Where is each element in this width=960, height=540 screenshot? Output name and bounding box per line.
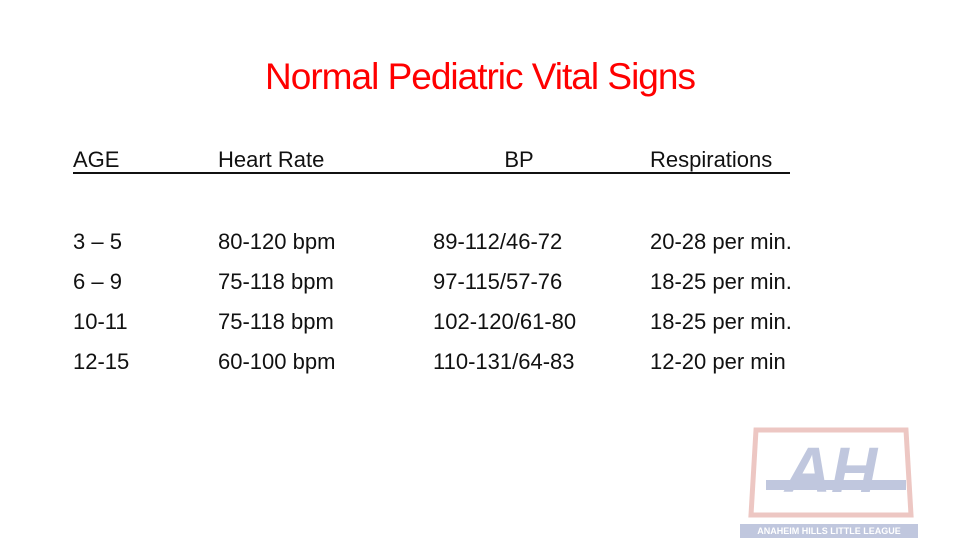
table-cell: 97-115/57-76 xyxy=(433,269,563,294)
table-cell: 110-131/64-83 xyxy=(433,349,575,374)
table-cell: 89-112/46-72 xyxy=(433,229,563,254)
table-cell: 12-20 per min xyxy=(650,349,786,374)
header-cell: Heart Rate xyxy=(218,147,325,172)
header-cell: BP xyxy=(504,147,534,172)
table-cell: 3 – 5 xyxy=(73,229,122,254)
table-cell: 18-25 per min. xyxy=(650,309,792,334)
logo: AH ANAHEIM HILLS LITTLE LEAGUE xyxy=(740,427,918,538)
header-underline xyxy=(73,172,790,174)
header-cell: AGE xyxy=(73,147,120,172)
table-cell: 12-15 xyxy=(73,349,130,374)
logo-banner-text: ANAHEIM HILLS LITTLE LEAGUE xyxy=(757,526,901,536)
table-cell: 80-120 bpm xyxy=(218,229,336,254)
header-cell: Respirations xyxy=(650,147,773,172)
table-cell: 75-118 bpm xyxy=(218,309,334,334)
logo-frame xyxy=(748,427,914,518)
logo-banner xyxy=(740,524,918,538)
table-cell: 102-120/61-80 xyxy=(433,309,577,334)
logo-letters: AH xyxy=(783,434,879,506)
table-cell: 10-11 xyxy=(73,309,128,334)
table-cell: 18-25 per min. xyxy=(650,269,792,294)
table-cell: 75-118 bpm xyxy=(218,269,334,294)
table-cell: 60-100 bpm xyxy=(218,349,336,374)
table-cell: 20-28 per min. xyxy=(650,229,792,254)
slide-title: Normal Pediatric Vital Signs xyxy=(265,56,696,97)
table-cell: 6 – 9 xyxy=(73,269,122,294)
logo-bat xyxy=(766,480,906,490)
